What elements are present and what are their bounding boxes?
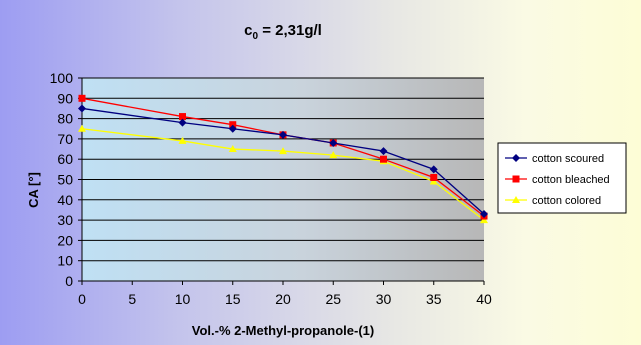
data-point — [379, 147, 388, 156]
data-point — [78, 104, 86, 113]
x-tick-label: 5 — [128, 291, 136, 307]
y-axis-ticks: 0 10 20 30 40 50 60 70 80 90 100 — [50, 70, 82, 289]
data-point — [279, 130, 287, 139]
legend-item: cotton bleached — [505, 174, 610, 186]
data-point — [329, 151, 338, 159]
data-point — [228, 124, 237, 133]
data-point — [78, 124, 86, 132]
legend-item: cotton scoured — [505, 153, 604, 165]
x-tick-label: 30 — [376, 291, 392, 307]
gridlines — [82, 77, 484, 262]
data-point — [329, 138, 338, 147]
data-point — [429, 177, 438, 185]
legend-marker — [512, 154, 520, 162]
data-point — [279, 147, 287, 155]
legend-label: cotton bleached — [532, 174, 610, 186]
x-axis-label: Vol.-% 2-Methyl-propanole-(1) — [192, 323, 374, 338]
x-tick-label: 25 — [325, 291, 341, 307]
data-point — [78, 94, 86, 102]
x-tick-label: 10 — [175, 291, 191, 307]
data-point — [480, 216, 488, 224]
data-point — [480, 210, 488, 219]
series-cotton-scoured — [78, 104, 488, 219]
legend-label: cotton scoured — [532, 153, 604, 165]
legend: cotton scoured cotton bleached cotton colo… — [497, 142, 627, 214]
x-tick-label: 35 — [426, 291, 442, 307]
data-point — [178, 118, 187, 127]
series-line — [81, 107, 485, 215]
x-tick-label: 20 — [275, 291, 291, 307]
y-tick-label: 70 — [57, 131, 73, 147]
y-tick-label: 10 — [57, 253, 73, 269]
legend-label: cotton colored — [532, 195, 601, 207]
series-line — [81, 128, 485, 221]
y-tick-label: 80 — [57, 111, 73, 127]
chart-title: c0 = 2,31g/l — [244, 22, 322, 42]
data-point — [178, 136, 187, 144]
data-point — [179, 113, 186, 121]
y-tick-label: 90 — [57, 90, 73, 106]
data-point — [430, 173, 438, 181]
y-tick-label: 60 — [57, 151, 73, 167]
y-tick-label: 40 — [57, 192, 73, 208]
data-point — [429, 165, 438, 174]
x-tick-label: 40 — [476, 291, 492, 307]
legend-marker — [512, 175, 520, 183]
x-tick-label: 15 — [225, 291, 241, 307]
x-tick-label: 0 — [78, 291, 86, 307]
y-tick-label: 20 — [57, 232, 73, 248]
legend-item: cotton colored — [505, 195, 601, 207]
y-tick-label: 30 — [57, 212, 73, 228]
y-axis-label: CA [°] — [26, 172, 41, 208]
y-tick-label: 0 — [65, 273, 73, 289]
data-point — [229, 121, 237, 129]
legend-marker — [512, 196, 520, 203]
series-layer — [78, 94, 488, 224]
x-axis-ticks: 0 5 10 15 20 25 30 35 40 — [78, 281, 492, 307]
data-point — [228, 145, 237, 153]
y-tick-label: 100 — [50, 70, 74, 86]
data-point — [380, 155, 387, 163]
y-tick-label: 50 — [57, 172, 73, 188]
